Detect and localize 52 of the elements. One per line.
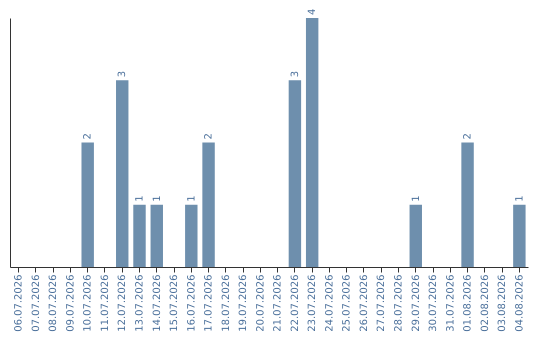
- x-tick-label: 29.07.2026: [410, 274, 422, 332]
- x-tick-label: 11.07.2026: [100, 274, 111, 332]
- x-tick-label: 31.07.2026: [445, 274, 456, 332]
- bar: [202, 142, 215, 267]
- x-tick-label: 15.07.2026: [169, 274, 180, 332]
- bar: [150, 204, 163, 267]
- bar: [185, 204, 198, 267]
- x-tick-label: 19.07.2026: [238, 274, 250, 332]
- x-tick-label: 26.07.2026: [358, 274, 370, 332]
- x-tick-label: 24.07.2026: [324, 274, 336, 332]
- bar: [116, 80, 128, 267]
- x-tick-label: 16.07.2026: [186, 274, 198, 332]
- data-label: 1: [186, 195, 198, 202]
- x-tick-label: 08.07.2026: [48, 274, 60, 332]
- x-tick-label: 25.07.2026: [342, 274, 353, 332]
- data-label: 1: [134, 195, 146, 202]
- bar: [133, 204, 146, 267]
- bar: [81, 142, 94, 267]
- data-label: 3: [117, 70, 128, 78]
- bar: [410, 204, 422, 267]
- data-label: 2: [462, 133, 474, 140]
- x-tick-label: 21.07.2026: [272, 274, 284, 332]
- data-label: 4: [307, 8, 318, 15]
- bar: [513, 204, 526, 267]
- x-tick-label: 06.07.2026: [14, 274, 25, 332]
- data-label: 1: [514, 195, 526, 202]
- x-tick-label: 30.07.2026: [428, 274, 440, 332]
- bar: [288, 80, 302, 267]
- bar: [461, 142, 474, 267]
- x-tick-label: 22.07.2026: [290, 274, 301, 332]
- x-tick-label: 02.08.2026: [480, 274, 491, 332]
- x-tick-label: 09.07.2026: [65, 274, 76, 332]
- x-tick-label: 12.07.2026: [117, 274, 128, 332]
- x-tick-label: 10.07.2026: [82, 274, 94, 332]
- x-tick-label: 18.07.2026: [220, 274, 232, 332]
- x-tick-label: 07.07.2026: [30, 274, 42, 332]
- x-tick-label: 13.07.2026: [134, 274, 146, 332]
- data-label: 3: [290, 70, 301, 78]
- data-label: 2: [204, 133, 215, 140]
- data-label: 1: [152, 195, 163, 202]
- x-tick-label: 27.07.2026: [376, 274, 388, 332]
- bar: [306, 18, 318, 267]
- x-tick-label: 01.08.2026: [462, 274, 474, 332]
- x-tick-label: 20.07.2026: [255, 274, 266, 332]
- x-tick-label: 04.08.2026: [514, 274, 526, 332]
- x-tick-label: 17.07.2026: [204, 274, 215, 332]
- data-label: 2: [82, 133, 94, 140]
- data-label: 1: [410, 195, 422, 202]
- x-tick-label: 23.07.2026: [307, 274, 318, 332]
- x-tick-label: 14.07.2026: [152, 274, 163, 332]
- x-tick-label: 03.08.2026: [497, 274, 508, 332]
- x-tick-label: 28.07.2026: [394, 274, 404, 332]
